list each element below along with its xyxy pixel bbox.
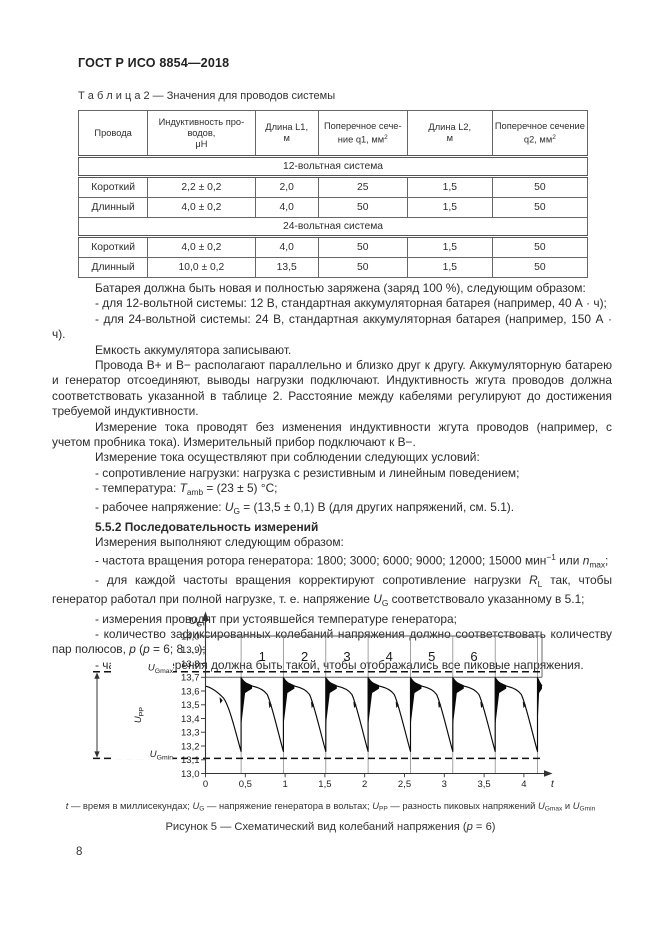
svg-text:13,7: 13,7 xyxy=(181,673,200,684)
table-cell: 25 xyxy=(317,176,408,198)
svg-text:0: 0 xyxy=(203,779,208,790)
voltage-oscillation-chart: 14,013,913,813,713,613,513,413,313,213,1… xyxy=(93,611,555,790)
figure-legend: t — время в миллисекундах; UG — напряжен… xyxy=(65,800,596,813)
svg-text:2: 2 xyxy=(362,779,367,790)
svg-text:UGmax: UGmax xyxy=(148,662,174,675)
column-header: Поперечное сече-ние q1, мм2 xyxy=(317,110,408,158)
column-header: Длина L1, м xyxy=(254,110,319,158)
paragraph: - сопротивление нагрузки: нагрузка с рез… xyxy=(95,465,520,480)
table-cell: 50 xyxy=(491,197,589,218)
section-title: 12-вольтная система xyxy=(78,156,588,178)
paragraph: - для 12-вольтной системы: 12 В, стандар… xyxy=(95,296,607,311)
table-cell: Длинный xyxy=(77,257,149,278)
svg-text:3,5: 3,5 xyxy=(477,779,490,790)
svg-text:2: 2 xyxy=(301,649,308,664)
svg-text:6: 6 xyxy=(470,649,477,664)
svg-text:13,2: 13,2 xyxy=(181,741,200,752)
values-table: Провода Индуктивность про-водов, μН Длина L… xyxy=(77,110,589,278)
table-row: Длинный 10,0 ± 0,2 13,5 50 1,5 50 xyxy=(77,257,589,278)
table-cell: 10,0 ± 0,2 xyxy=(147,257,256,278)
table-cell: 50 xyxy=(317,197,408,218)
paragraph: - для каждой частоты вращения корректиру… xyxy=(52,573,613,609)
table-cell: Короткий xyxy=(77,176,149,198)
paragraph: - для 24-вольтной системы: 24 В, стандар… xyxy=(52,311,612,342)
table-cell: 50 xyxy=(491,236,589,258)
paragraph: Емкость аккумулятора записывают. xyxy=(95,342,292,357)
column-header: Индуктивность про-водов, μН xyxy=(147,110,256,158)
figure-caption: Рисунок 5 — Схематический вид колебаний … xyxy=(165,821,496,833)
svg-text:UGmin: UGmin xyxy=(150,749,173,762)
svg-text:UPP: UPP xyxy=(133,707,146,723)
paragraph: - частота измерения должна быть такой, ч… xyxy=(95,657,584,672)
svg-text:13,0: 13,0 xyxy=(181,769,200,780)
page-number: 8 xyxy=(76,846,83,858)
paragraph: Измерения выполняют следующим образом: xyxy=(95,535,344,550)
paragraph: - частота вращения ротора генератора: 18… xyxy=(95,552,609,570)
svg-text:1,5: 1,5 xyxy=(318,779,331,790)
svg-text:13,3: 13,3 xyxy=(181,728,200,739)
svg-text:3: 3 xyxy=(343,649,350,664)
table-cell: 50 xyxy=(317,257,408,278)
svg-text:t: t xyxy=(551,779,555,790)
svg-text:1: 1 xyxy=(282,779,287,790)
body-text: Батарея должна быть новая и полностью за… xyxy=(52,281,612,673)
svg-text:3: 3 xyxy=(442,779,447,790)
table-cell: 2,2 ± 0,2 xyxy=(147,176,256,198)
table-cell: 4,0 ± 0,2 xyxy=(147,236,256,258)
svg-text:5: 5 xyxy=(428,649,435,664)
svg-text:13,6: 13,6 xyxy=(181,686,200,697)
paragraph: - измерения проводят при устоявшейся тем… xyxy=(95,611,457,626)
svg-text:1: 1 xyxy=(259,649,266,664)
paragraph: Провода В+ и В− располагают параллельно … xyxy=(52,358,612,419)
column-header: Длина L2, м xyxy=(406,110,493,158)
table-cell: 50 xyxy=(317,236,408,258)
document-title: ГОСТ Р ИСО 8854—2018 xyxy=(78,56,230,70)
table-header-row: Провода Индуктивность про-водов, μН Длина L… xyxy=(77,110,589,158)
svg-text:0,5: 0,5 xyxy=(239,779,252,790)
svg-text:4: 4 xyxy=(521,779,526,790)
paragraph: Измерение тока проводят без изменения ин… xyxy=(52,419,612,450)
table-cell: 50 xyxy=(491,257,589,278)
svg-text:4: 4 xyxy=(386,649,393,664)
table-cell: Длинный xyxy=(77,197,149,218)
table-cell: 4,0 xyxy=(254,236,319,258)
table-cell: 4,0 ± 0,2 xyxy=(147,197,256,218)
column-header: Поперечное сечение q2, мм2 xyxy=(491,110,589,158)
values-table-body: 12-вольтная система Короткий 2,2 ± 0,2 2,0 2… xyxy=(77,156,589,278)
table-section-row: 24-вольтная система xyxy=(78,217,588,238)
paragraph: - рабочее напряжение: UG = (13,5 ± 0,1) … xyxy=(95,500,515,517)
table-cell: 1,5 xyxy=(406,197,493,218)
paragraph: - количество зафиксированных колебаний н… xyxy=(52,626,612,657)
paragraph: - температура: Tamb = (23 ± 5) °С; xyxy=(95,481,278,498)
table-cell: 13,5 xyxy=(254,257,319,278)
svg-text:13,9: 13,9 xyxy=(181,645,200,656)
table-cell: 1,5 xyxy=(406,257,493,278)
svg-text:UG: UG xyxy=(189,616,202,629)
table-row: Длинный 4,0 ± 0,2 4,0 50 1,5 50 xyxy=(77,197,589,218)
svg-text:13,5: 13,5 xyxy=(181,700,200,711)
table-cell: 50 xyxy=(491,176,589,198)
table-cell: Короткий xyxy=(77,236,149,258)
column-header: Провода xyxy=(77,110,149,158)
paragraph: Батарея должна быть новая и полностью за… xyxy=(95,281,586,295)
svg-text:2,5: 2,5 xyxy=(398,779,411,790)
table-caption: Т а б л и ц а 2 — Значения для проводов … xyxy=(78,90,336,102)
table-cell: 4,0 xyxy=(254,197,319,218)
svg-text:14,0: 14,0 xyxy=(181,631,200,642)
table-cell: 1,5 xyxy=(406,236,493,258)
section-heading: 5.5.2 Последовательность измерений xyxy=(95,519,319,534)
table-cell: 2,0 xyxy=(254,176,319,198)
svg-text:13,4: 13,4 xyxy=(181,714,200,725)
svg-text:13,8: 13,8 xyxy=(181,659,200,670)
paragraph: Измерение тока осуществляют при соблюден… xyxy=(95,450,480,465)
table-row: Короткий 2,2 ± 0,2 2,0 25 1,5 50 xyxy=(77,176,589,198)
svg-text:13,1: 13,1 xyxy=(181,755,200,766)
table-cell: 1,5 xyxy=(406,176,493,198)
table-section-row: 12-вольтная система xyxy=(78,156,588,178)
table-row: Короткий 4,0 ± 0,2 4,0 50 1,5 50 xyxy=(77,236,589,258)
section-title: 24-вольтная система xyxy=(78,217,588,238)
